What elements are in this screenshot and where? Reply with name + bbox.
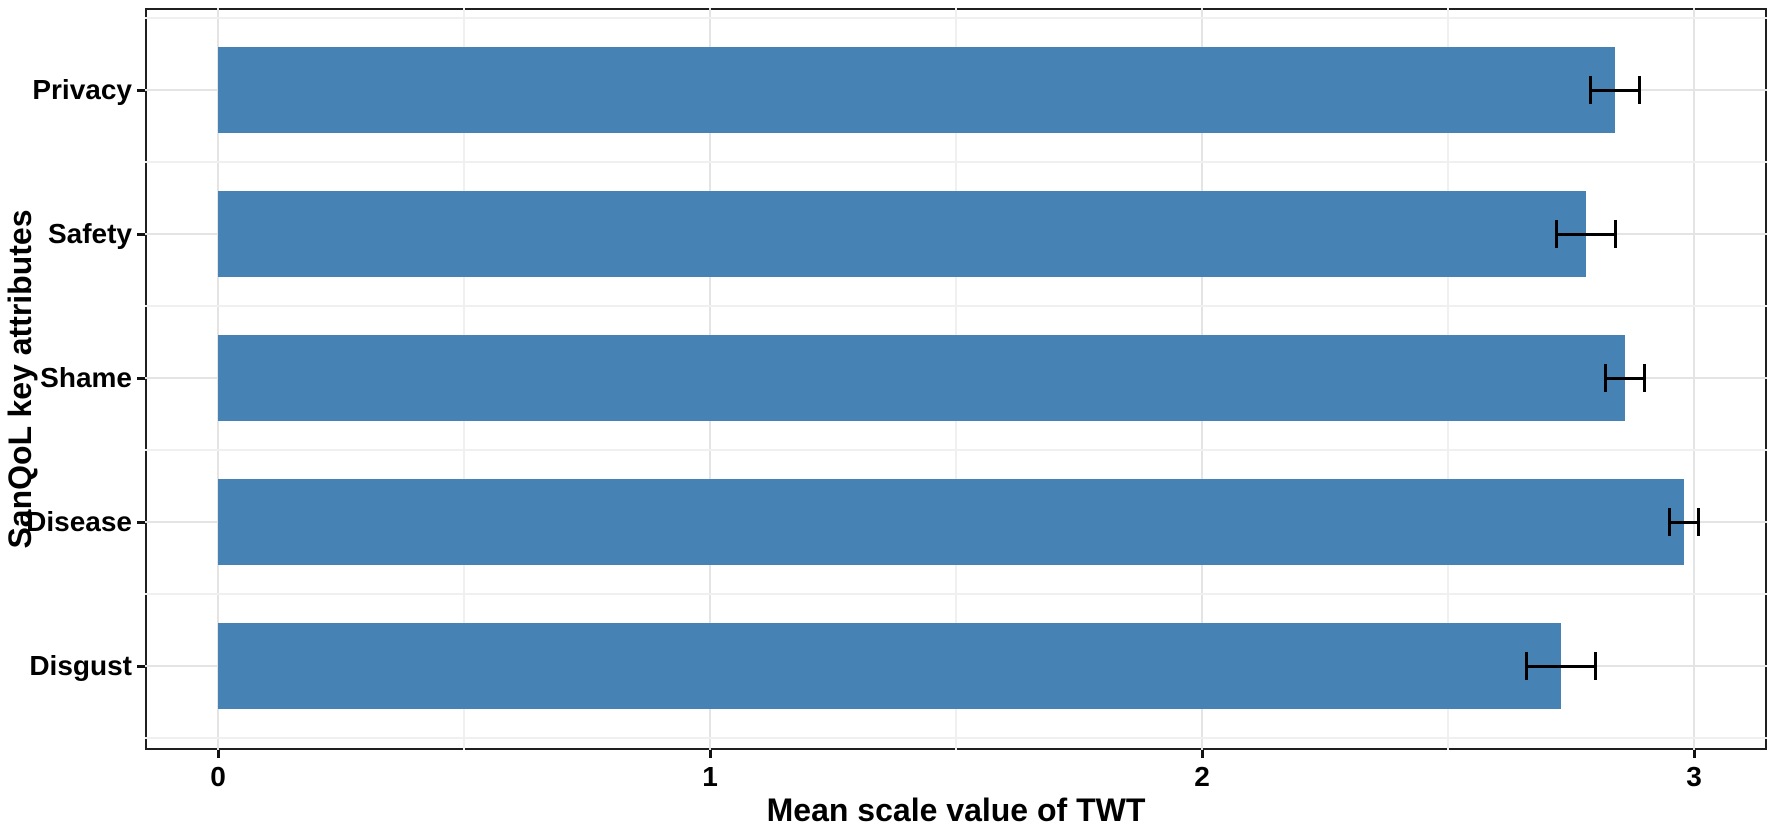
error-bar: [1556, 232, 1616, 236]
y-tick-label: Disgust: [29, 650, 132, 681]
x-major-gridline: [1693, 8, 1695, 750]
y-tick-mark: [137, 233, 145, 236]
y-minor-gridline: [145, 305, 1767, 307]
y-tick-mark: [137, 521, 145, 524]
x-tick-mark: [1201, 750, 1204, 758]
x-tick-label: 1: [702, 761, 718, 792]
y-tick-label: Privacy: [32, 74, 132, 105]
error-bar-cap: [1697, 508, 1701, 536]
error-bar-cap: [1638, 76, 1642, 104]
error-bar-cap: [1589, 76, 1593, 104]
y-minor-gridline: [145, 737, 1767, 739]
bar-safety: [218, 191, 1586, 277]
bar-privacy: [218, 47, 1616, 133]
bar-disease: [218, 479, 1685, 565]
y-minor-gridline: [145, 593, 1767, 595]
error-bar-cap: [1525, 652, 1529, 680]
x-tick-label: 0: [210, 761, 226, 792]
x-tick-mark: [217, 750, 220, 758]
y-tick-label: Shame: [40, 362, 132, 393]
error-bar-cap: [1643, 364, 1647, 392]
x-tick-label: 2: [1194, 761, 1210, 792]
error-bar-cap: [1603, 364, 1607, 392]
error-bar: [1526, 664, 1596, 668]
y-tick-mark: [137, 89, 145, 92]
error-bar: [1669, 520, 1699, 524]
y-tick-label: Disease: [26, 506, 132, 537]
y-axis-title: SanQoL key attributes: [2, 209, 38, 549]
bar-disgust: [218, 623, 1562, 709]
x-tick-label: 3: [1686, 761, 1702, 792]
x-tick-mark: [1693, 750, 1696, 758]
y-tick-mark: [137, 665, 145, 668]
error-bar-cap: [1594, 652, 1598, 680]
y-minor-gridline: [145, 17, 1767, 19]
bar-shame: [218, 335, 1626, 421]
y-minor-gridline: [145, 161, 1767, 163]
x-tick-mark: [709, 750, 712, 758]
error-bar-cap: [1667, 508, 1671, 536]
error-bar: [1605, 376, 1645, 380]
y-tick-mark: [137, 377, 145, 380]
error-bar-cap: [1613, 220, 1617, 248]
plot-area: [145, 8, 1767, 750]
y-minor-gridline: [145, 449, 1767, 451]
x-axis-title: Mean scale value of TWT: [766, 792, 1146, 828]
error-bar-cap: [1554, 220, 1558, 248]
y-tick-label: Safety: [47, 218, 132, 249]
error-bar: [1590, 88, 1640, 92]
